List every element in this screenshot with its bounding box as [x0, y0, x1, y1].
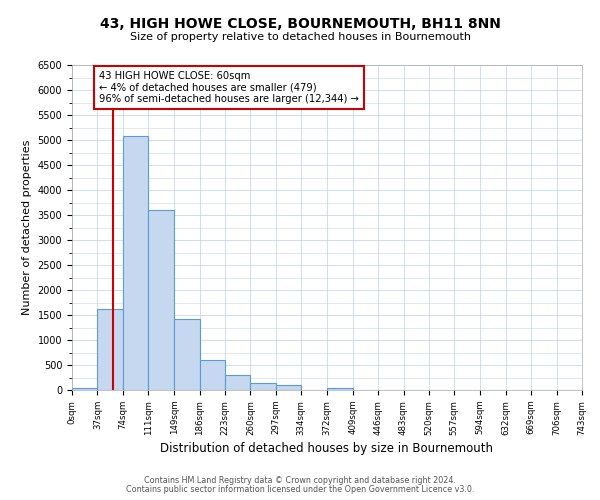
Bar [200, 360, 225, 390]
X-axis label: Distribution of detached houses by size in Bournemouth: Distribution of detached houses by size … [161, 442, 493, 454]
Bar [225, 375, 250, 390]
Bar [250, 382, 276, 390]
Text: Size of property relative to detached houses in Bournemouth: Size of property relative to detached ho… [130, 32, 470, 42]
Bar [123, 136, 148, 390]
Bar [174, 319, 200, 390]
Text: 43 HIGH HOWE CLOSE: 60sqm
← 4% of detached houses are smaller (479)
96% of semi-: 43 HIGH HOWE CLOSE: 60sqm ← 4% of detach… [100, 71, 359, 104]
Text: Contains public sector information licensed under the Open Government Licence v3: Contains public sector information licen… [126, 485, 474, 494]
Text: 43, HIGH HOWE CLOSE, BOURNEMOUTH, BH11 8NN: 43, HIGH HOWE CLOSE, BOURNEMOUTH, BH11 8… [100, 18, 500, 32]
Text: Contains HM Land Registry data © Crown copyright and database right 2024.: Contains HM Land Registry data © Crown c… [144, 476, 456, 485]
Bar [97, 309, 123, 390]
Y-axis label: Number of detached properties: Number of detached properties [22, 140, 32, 315]
Bar [72, 388, 97, 390]
Bar [328, 388, 353, 390]
Bar [276, 385, 301, 390]
Bar [148, 210, 174, 390]
